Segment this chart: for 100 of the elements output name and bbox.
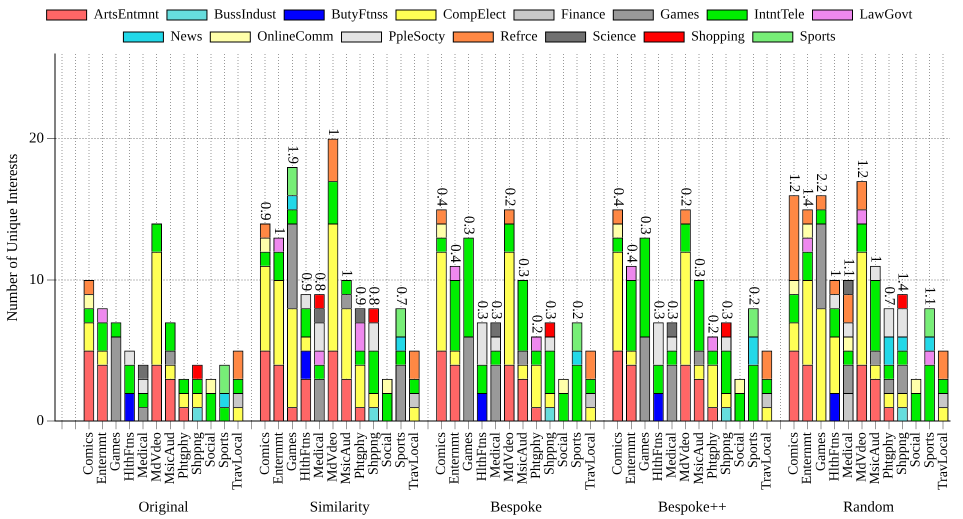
legend-label: Shopping <box>691 30 745 45</box>
x-tick-label: Enternmt <box>95 432 110 484</box>
x-tick-label: Enternmt <box>624 432 639 484</box>
x-tick-label: Medical <box>840 432 856 478</box>
x-tick-label: HlthFtns <box>122 432 138 482</box>
annotation: 0.3 <box>650 300 666 320</box>
annotation: 0.3 <box>474 300 490 320</box>
x-tick-label: TravLocal <box>760 432 775 490</box>
annotation: 1.1 <box>922 286 938 306</box>
annotation: 0.3 <box>514 258 531 277</box>
annotation: 0.3 <box>460 216 477 235</box>
x-tick-label: MdVdeo <box>854 432 870 482</box>
x-tick-label: Medical <box>136 432 151 478</box>
x-tick-label: HlthFtns <box>474 432 490 482</box>
annotation: 0.2 <box>528 314 544 334</box>
annotation: 0.3 <box>488 300 504 320</box>
x-tick-label: Social <box>908 432 924 468</box>
annotation: 0.9 <box>298 272 314 292</box>
legend-label: IntntTele <box>754 8 805 23</box>
x-tick-label: TravLocal <box>936 432 951 490</box>
annotation: 0.9 <box>352 286 368 306</box>
legend-label: CompElect <box>442 8 506 23</box>
x-tick-label: MsicAud <box>515 432 530 484</box>
x-tick-label: Phtgphy <box>882 432 897 479</box>
x-tick-label: Sports <box>570 432 585 468</box>
x-tick-label: MsicAud <box>339 432 354 484</box>
text: Original <box>138 499 188 516</box>
x-tick-label: Comics <box>786 432 802 475</box>
x-tick-label: MdVdeo <box>149 432 164 482</box>
annotation: 0.4 <box>434 188 450 207</box>
x-tick-label: MdVdeo <box>678 432 694 482</box>
x-tick-label: TravLocal <box>230 432 246 490</box>
legend-label: News <box>170 30 202 45</box>
annotation: 1 <box>826 269 843 277</box>
text: Similarity <box>310 499 370 516</box>
x-tick-label: Phtgphy <box>352 432 368 479</box>
annotation: 1 <box>270 227 287 235</box>
x-tick-label: TravLocal <box>583 432 598 490</box>
x-tick-label: Games <box>284 432 300 472</box>
x-tick-label: Comics <box>434 432 450 475</box>
text: Random <box>843 499 894 516</box>
x-tick-label: Shppng <box>542 432 558 475</box>
legend-label: ButyFtnss <box>331 8 388 23</box>
annotation: 1 <box>338 269 355 277</box>
x-tick-label: MsicAud <box>868 432 884 484</box>
x-tick-label: Shppng <box>190 432 206 475</box>
x-tick-label: HlthFtns <box>651 432 666 482</box>
x-tick-label: Phtgphy <box>176 432 192 479</box>
x-tick-label: Medical <box>312 432 328 478</box>
x-tick-label: Social <box>380 432 395 468</box>
annotation: 0.2 <box>704 314 721 334</box>
x-tick-label: Enternmt <box>271 432 286 484</box>
annotation: 1.4 <box>800 188 816 207</box>
x-tick-label: Comics <box>610 432 626 475</box>
annotation: 1.2 <box>786 173 802 192</box>
annotation: 0.8 <box>311 272 328 292</box>
x-tick-label: Medical <box>664 432 680 478</box>
x-tick-label: TravLocal <box>407 432 422 490</box>
x-tick-label: Phtgphy <box>529 432 544 479</box>
legend-label: BussIndust <box>214 8 276 23</box>
annotation: 1.9 <box>284 145 300 164</box>
annotation: 0.7 <box>880 286 897 306</box>
x-tick-label: Games <box>461 432 476 472</box>
x-tick-label: Social <box>556 432 572 468</box>
x-tick-label: Shppng <box>718 432 734 475</box>
text: Bespoke++ <box>658 499 727 516</box>
annotation: 0.3 <box>664 300 680 320</box>
legend-label: LawGovt <box>860 8 912 23</box>
text: Bespoke <box>490 499 542 516</box>
annotation: 0.4 <box>447 244 464 264</box>
annotation: 0.2 <box>569 300 586 320</box>
legend-label: Science <box>592 30 636 45</box>
x-tick-label: Games <box>108 432 124 472</box>
x-tick-label: Sports <box>746 432 762 468</box>
x-tick-label: Sports <box>922 432 938 468</box>
annotation: 1.1 <box>840 258 856 277</box>
legend-label: Games <box>660 8 700 23</box>
legend-label: Finance <box>560 8 606 23</box>
annotation: 0.2 <box>745 286 762 306</box>
x-tick-label: Enternmt <box>448 432 463 484</box>
x-tick-label: Comics <box>258 432 273 475</box>
annotation: 1.4 <box>894 272 911 292</box>
annotation: 0.3 <box>691 258 708 277</box>
x-tick-label: MdVdeo <box>502 432 517 482</box>
x-tick-label: Medical <box>488 432 504 478</box>
x-tick-label: MsicAud <box>692 432 707 484</box>
annotation: 1 <box>867 255 884 263</box>
x-tick-label: Enternmt <box>800 432 816 484</box>
y-tick-label: 20 <box>29 130 44 147</box>
x-tick-label: Sports <box>217 432 232 468</box>
annotation: 1 <box>325 128 342 136</box>
y-tick-label: 10 <box>29 272 44 288</box>
x-tick-label: HlthFtns <box>298 432 314 482</box>
x-tick-label: Comics <box>82 432 97 475</box>
x-tick-label: Social <box>732 432 748 468</box>
y-tick-label: 0 <box>36 413 44 430</box>
x-tick-label: Games <box>814 432 829 472</box>
annotation: 0.8 <box>366 286 382 306</box>
legend-label: PpleSocty <box>388 30 446 45</box>
x-tick-label: MdVdeo <box>326 432 341 482</box>
